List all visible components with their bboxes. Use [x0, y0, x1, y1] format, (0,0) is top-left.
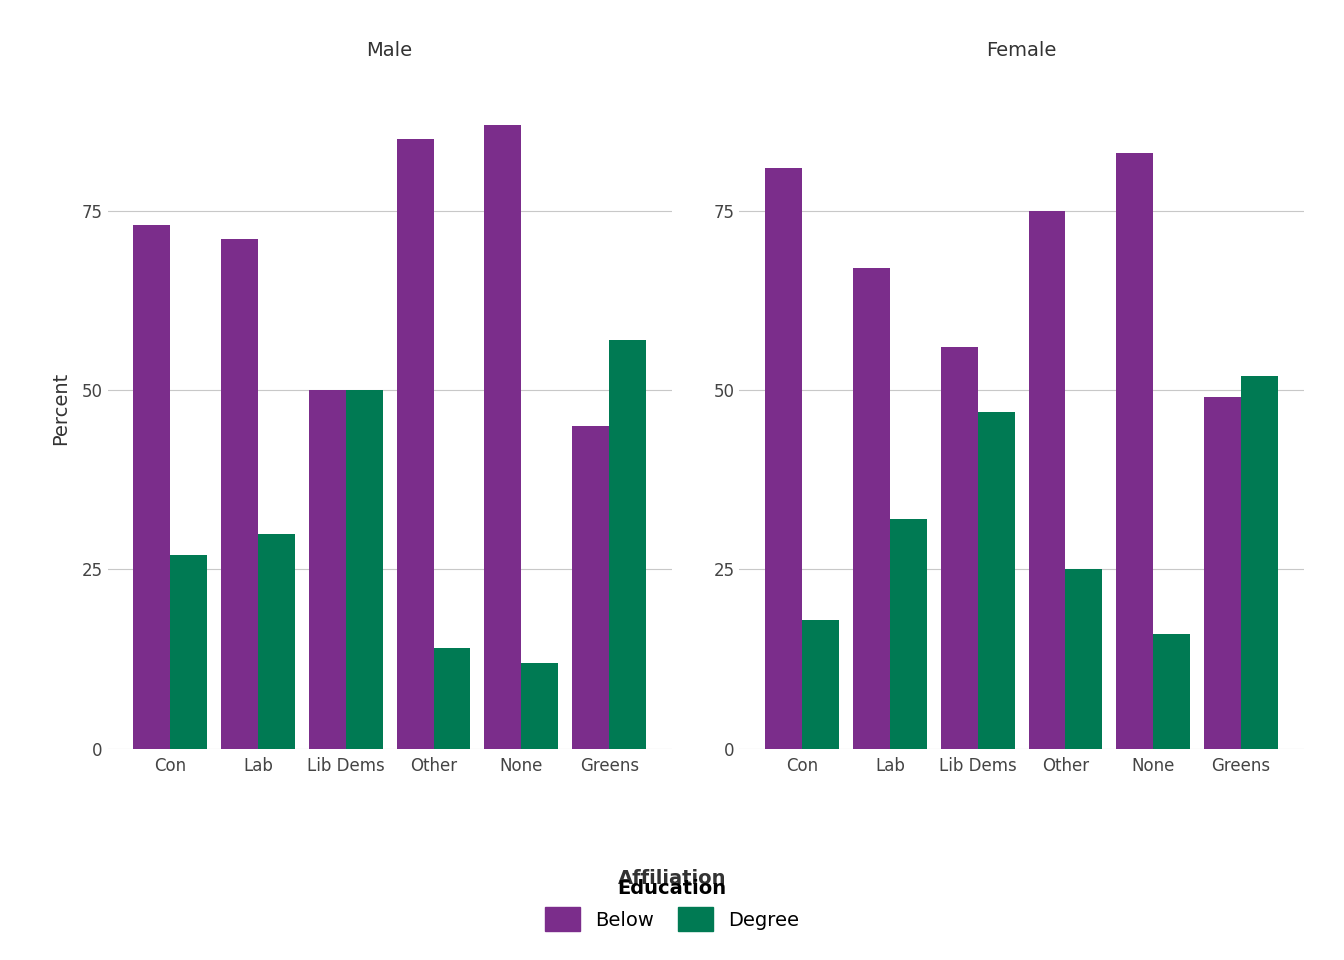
Bar	[171, 555, 207, 749]
Bar	[133, 225, 171, 749]
Bar	[345, 390, 383, 749]
Bar	[573, 426, 609, 749]
Legend: Below, Degree: Below, Degree	[535, 869, 809, 941]
Bar	[853, 268, 890, 749]
Bar	[1241, 375, 1278, 749]
Bar	[609, 340, 646, 749]
Bar	[1204, 397, 1241, 749]
Bar	[220, 239, 258, 749]
Title: Female: Female	[986, 41, 1056, 60]
Bar	[1117, 154, 1153, 749]
Title: Male: Male	[367, 41, 413, 60]
Bar	[396, 139, 434, 749]
Bar	[434, 648, 470, 749]
Bar	[484, 125, 521, 749]
Bar	[765, 168, 802, 749]
Bar	[1066, 569, 1102, 749]
Bar	[941, 347, 977, 749]
Bar	[977, 412, 1015, 749]
Text: Affiliation: Affiliation	[618, 869, 726, 888]
Y-axis label: Percent: Percent	[51, 372, 70, 444]
Bar	[802, 619, 839, 749]
Bar	[309, 390, 345, 749]
Bar	[1028, 210, 1066, 749]
Bar	[890, 519, 927, 749]
Bar	[258, 534, 294, 749]
Bar	[1153, 634, 1191, 749]
Bar	[521, 662, 558, 749]
